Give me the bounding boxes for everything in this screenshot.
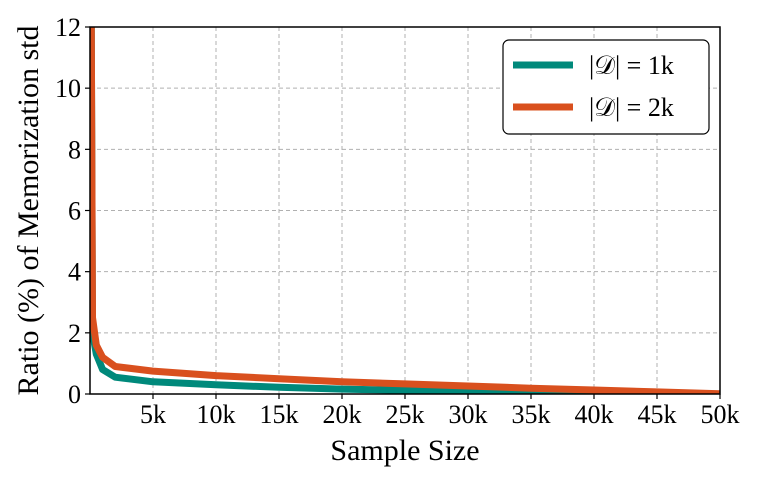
x-tick-label: 25k [386,400,425,429]
x-tick-label: 45k [638,400,677,429]
x-tick-label: 30k [449,400,488,429]
grid-lines [90,27,720,394]
x-tick-label: 50k [701,400,740,429]
y-tick-label: 12 [55,13,81,42]
legend-label: |𝒟| = 2k [589,93,674,122]
series-layer [90,27,720,394]
legend: |𝒟| = 1k |𝒟| = 2k [502,39,710,135]
y-tick-label: 0 [68,380,81,409]
y-axis-ticks: 0 2 4 6 8 10 12 [55,13,90,409]
y-tick-label: 2 [68,319,81,348]
x-tick-label: 40k [575,400,614,429]
series-line-2 [90,27,720,394]
x-tick-label: 20k [323,400,362,429]
y-axis-label: Ratio (%) of Memorization std [12,26,45,396]
legend-label: |𝒟| = 1k [589,51,674,80]
x-tick-label: 35k [512,400,551,429]
y-tick-label: 8 [68,135,81,164]
x-tick-label: 10k [197,400,236,429]
x-tick-label: 5k [140,400,166,429]
y-tick-label: 10 [55,74,81,103]
y-tick-label: 4 [68,258,81,287]
y-tick-label: 6 [68,197,81,226]
x-axis-ticks: 5k 10k 15k 20k 25k 30k 35k 40k 45k 50k [140,394,740,429]
x-tick-label: 15k [260,400,299,429]
x-axis-label: Sample Size [330,434,479,467]
